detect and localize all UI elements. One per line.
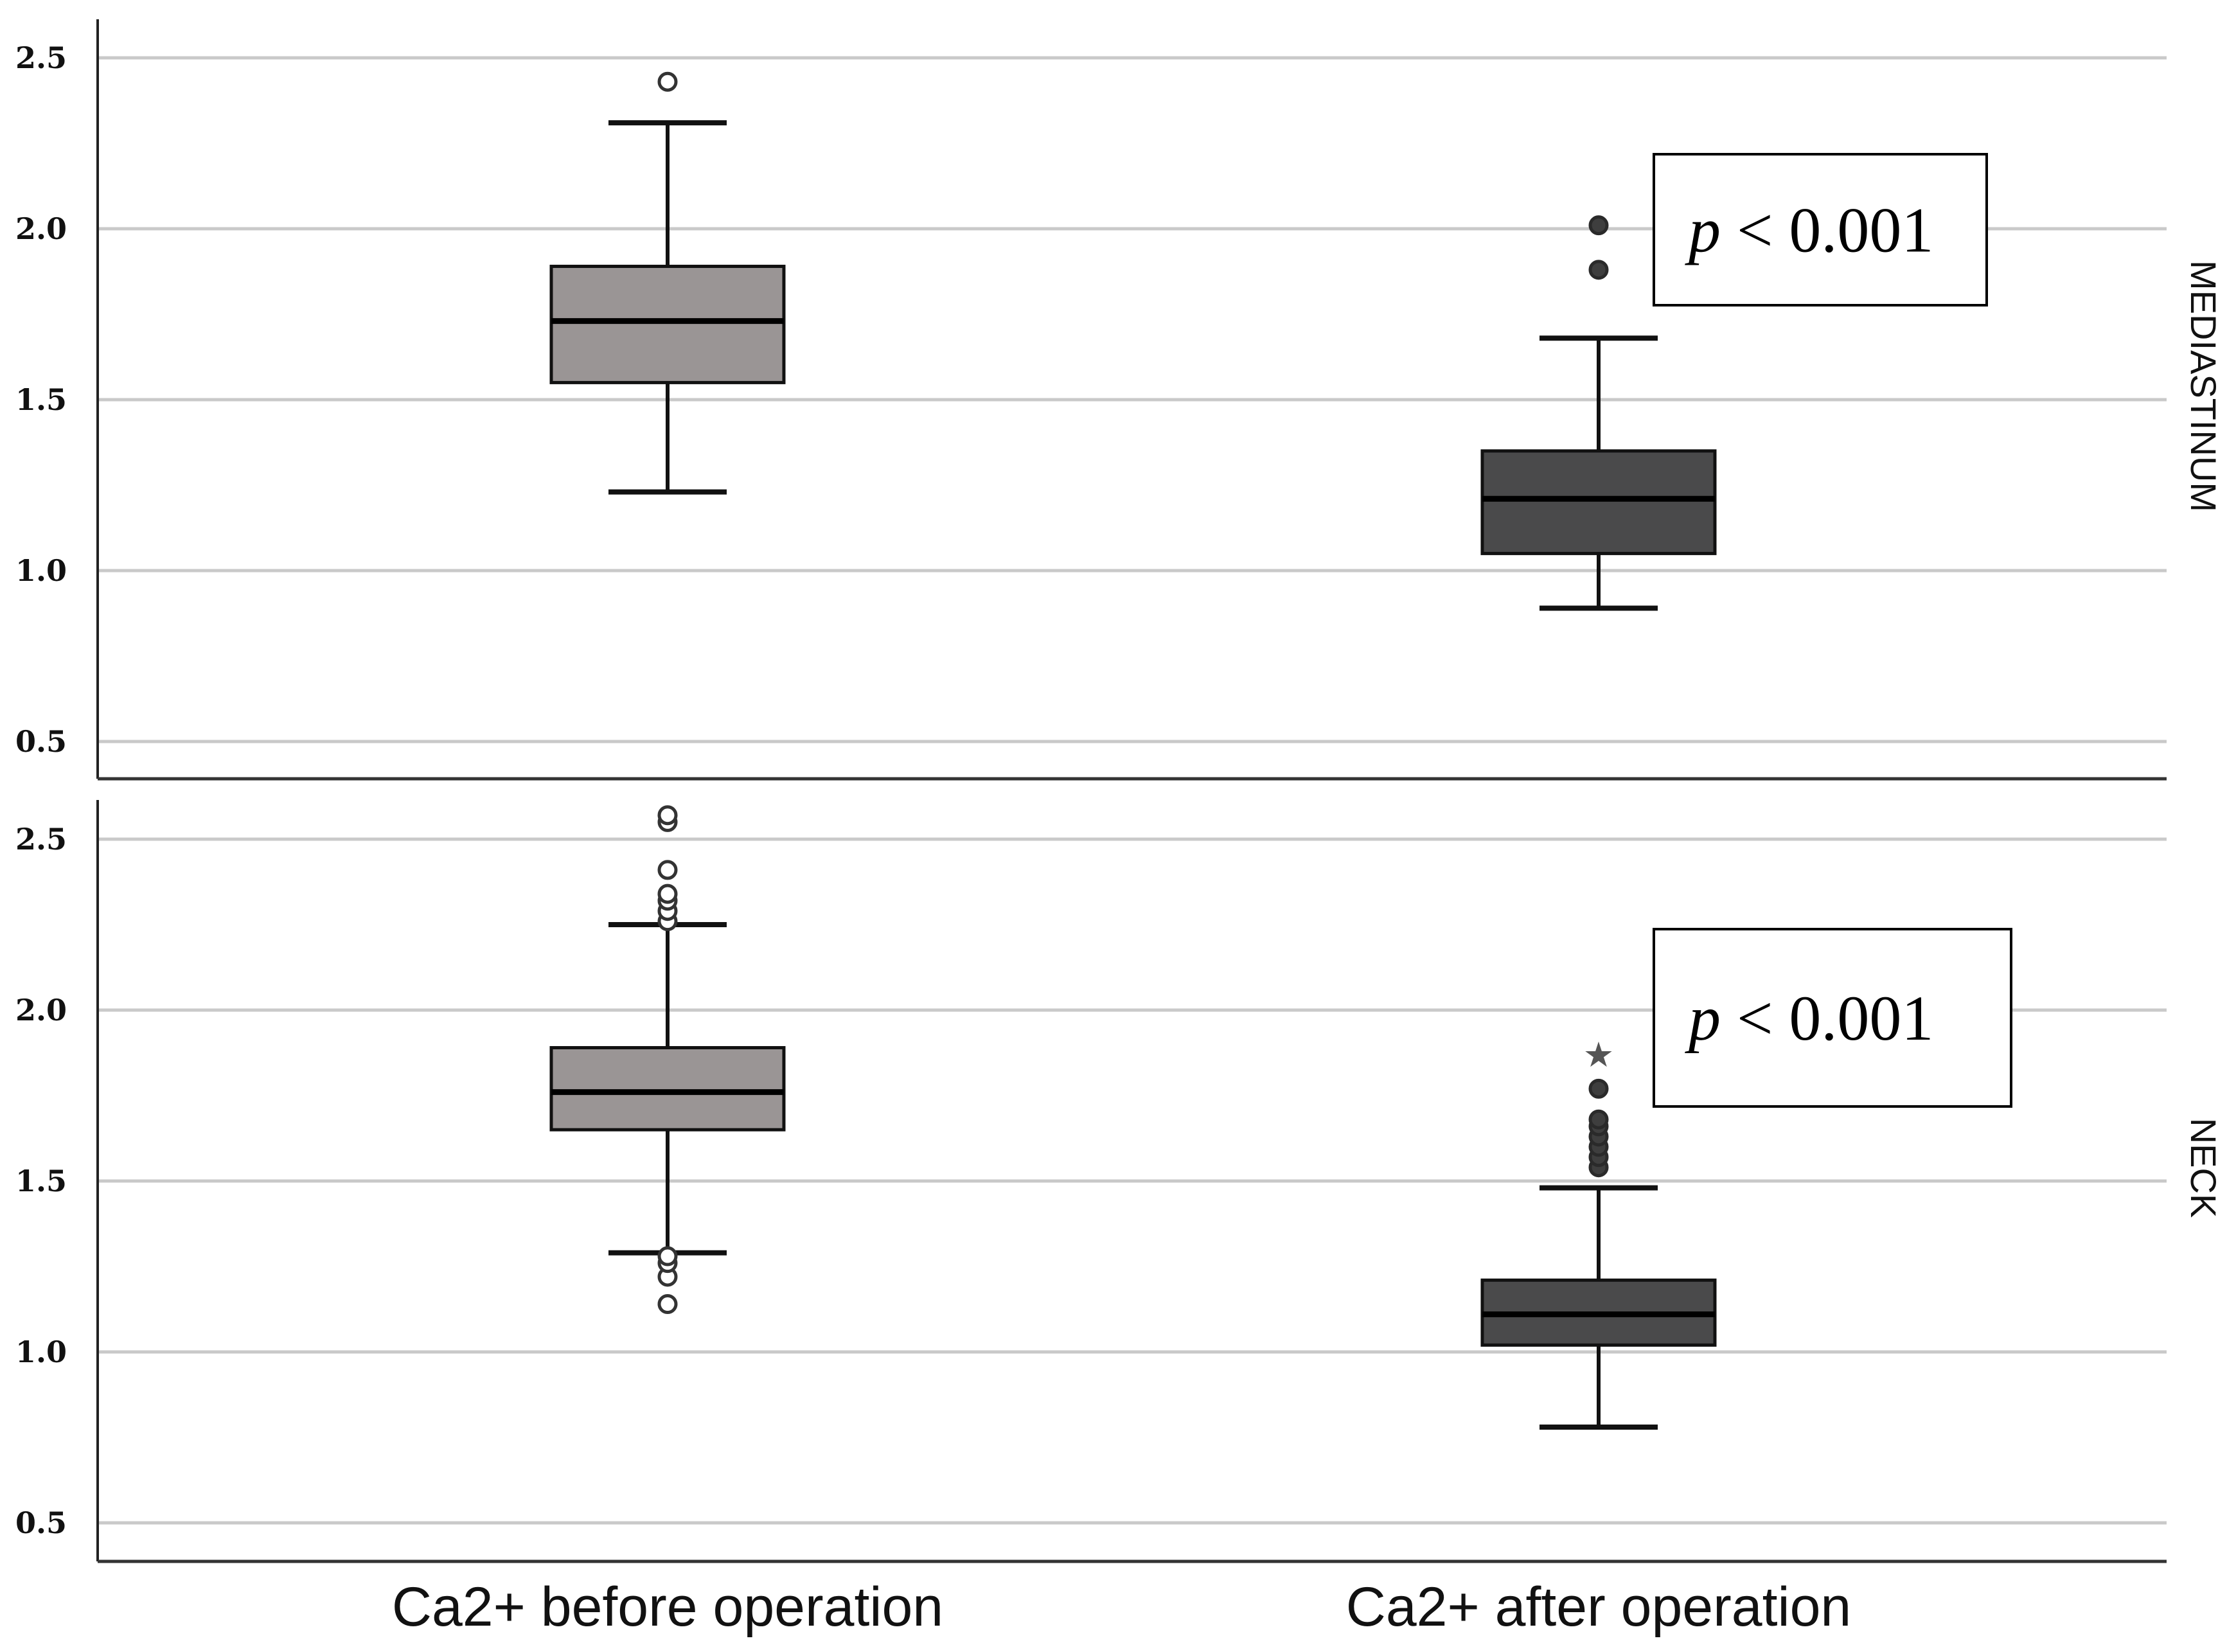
outlier-point bbox=[1588, 215, 1609, 236]
outlier-points: ★ bbox=[657, 71, 1614, 1315]
y-tick-label: 1.0 bbox=[15, 1335, 67, 1369]
box-iqr bbox=[549, 265, 786, 384]
p-value-annotation: p < 0.001 bbox=[1685, 982, 1933, 1054]
box-iqr bbox=[1480, 449, 1717, 555]
y-tick-label: 2.0 bbox=[15, 211, 67, 246]
x-category-label: Ca2+ after operation bbox=[1346, 1576, 1851, 1638]
outlier-point bbox=[657, 884, 678, 904]
facet-label: NECK bbox=[2183, 1118, 2224, 1218]
y-tick-label: 2.5 bbox=[15, 40, 67, 75]
y-tick-label: 1.5 bbox=[15, 1164, 67, 1198]
y-tick-label: 2.5 bbox=[15, 822, 67, 857]
p-value-annotation: p < 0.001 bbox=[1685, 195, 1933, 266]
y-tick-label: 0.5 bbox=[15, 724, 67, 759]
extreme-point: ★ bbox=[1583, 1035, 1614, 1075]
y-tick-label: 2.0 bbox=[15, 993, 67, 1027]
outlier-point bbox=[1588, 1109, 1609, 1130]
chart-text: 0.5 1.0 1.5 2.0 2.5 p < 0.001 MEDIASTINUM 0.5 1.… bbox=[15, 40, 2224, 1638]
outlier-point bbox=[1588, 1078, 1609, 1099]
outlier-point bbox=[657, 1246, 678, 1266]
axes bbox=[96, 19, 2167, 1563]
box-iqr bbox=[549, 1046, 786, 1132]
outlier-point bbox=[657, 860, 678, 880]
gridlines bbox=[98, 56, 2167, 1525]
y-tick-label: 0.5 bbox=[15, 1505, 67, 1540]
x-category-label: Ca2+ before operation bbox=[392, 1576, 943, 1638]
p-value-box bbox=[1653, 928, 2012, 1108]
outlier-point bbox=[1588, 260, 1609, 280]
y-tick-label: 1.5 bbox=[15, 382, 67, 417]
y-tick-label: 1.0 bbox=[15, 553, 67, 588]
outlier-point bbox=[657, 1294, 678, 1315]
boxes bbox=[549, 120, 1717, 1430]
facet-label: MEDIASTINUM bbox=[2183, 260, 2224, 512]
p-value-box bbox=[1653, 153, 1988, 306]
outlier-point bbox=[657, 71, 678, 92]
outlier-point bbox=[657, 805, 678, 826]
